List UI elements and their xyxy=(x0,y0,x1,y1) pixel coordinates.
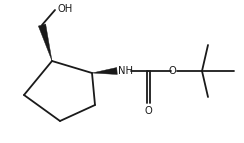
Text: O: O xyxy=(144,106,152,116)
Polygon shape xyxy=(38,24,52,61)
Text: NH: NH xyxy=(118,66,133,76)
Text: OH: OH xyxy=(57,4,72,14)
Text: O: O xyxy=(168,66,176,76)
Polygon shape xyxy=(92,67,117,75)
